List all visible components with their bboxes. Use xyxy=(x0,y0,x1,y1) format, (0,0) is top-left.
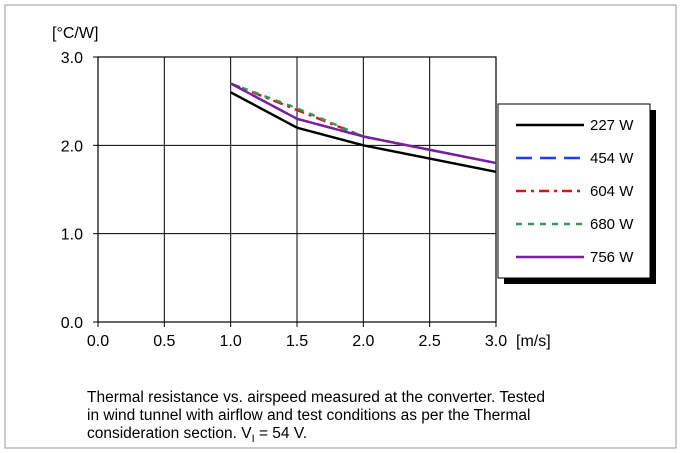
legend-label: 604 W xyxy=(590,183,634,200)
series-line-227w xyxy=(230,91,497,173)
caption-line-3-suffix: = 54 V. xyxy=(254,425,308,442)
legend-label: 227 W xyxy=(590,117,634,134)
figure-caption: Thermal resistance vs. airspeed measured… xyxy=(87,389,667,448)
legend-label: 680 W xyxy=(590,216,634,233)
tick-labels: 0.0 0.5 1.0 1.5 2.0 2.5 3.0 0.0 1.0 2.0 3.0 xyxy=(61,50,507,350)
y-tick-label: 0.0 xyxy=(61,315,83,332)
legend-label: 756 W xyxy=(590,249,634,266)
series-line-756w xyxy=(230,82,497,165)
y-tick-label: 2.0 xyxy=(61,138,83,155)
x-tick-label: 2.5 xyxy=(419,333,441,350)
x-tick-label: 0.5 xyxy=(153,333,175,350)
caption-line-1: Thermal resistance vs. airspeed measured… xyxy=(87,389,546,406)
caption-line-3: consideration section. VI = 54 V. xyxy=(87,425,667,448)
grid xyxy=(98,57,496,322)
series-lines xyxy=(230,82,497,173)
x-tick-label: 2.0 xyxy=(352,333,374,350)
x-tick-label: 1.5 xyxy=(286,333,308,350)
y-axis-label: [°C/W] xyxy=(52,25,98,42)
x-axis-label: [m/s] xyxy=(516,333,551,350)
caption-line-2: in wind tunnel with airflow and test con… xyxy=(87,407,531,424)
legend: 227 W 454 W 604 W 680 W 756 W xyxy=(497,103,656,284)
y-tick-label: 1.0 xyxy=(61,227,83,244)
x-tick-label: 0.0 xyxy=(87,333,109,350)
y-tick-label: 3.0 xyxy=(61,50,83,67)
x-tick-label: 3.0 xyxy=(485,333,507,350)
caption-line-3-subscript: I xyxy=(251,433,255,446)
caption-line-3-prefix: consideration section. V xyxy=(87,425,252,442)
legend-label: 454 W xyxy=(590,150,634,167)
x-tick-label: 1.0 xyxy=(220,333,242,350)
